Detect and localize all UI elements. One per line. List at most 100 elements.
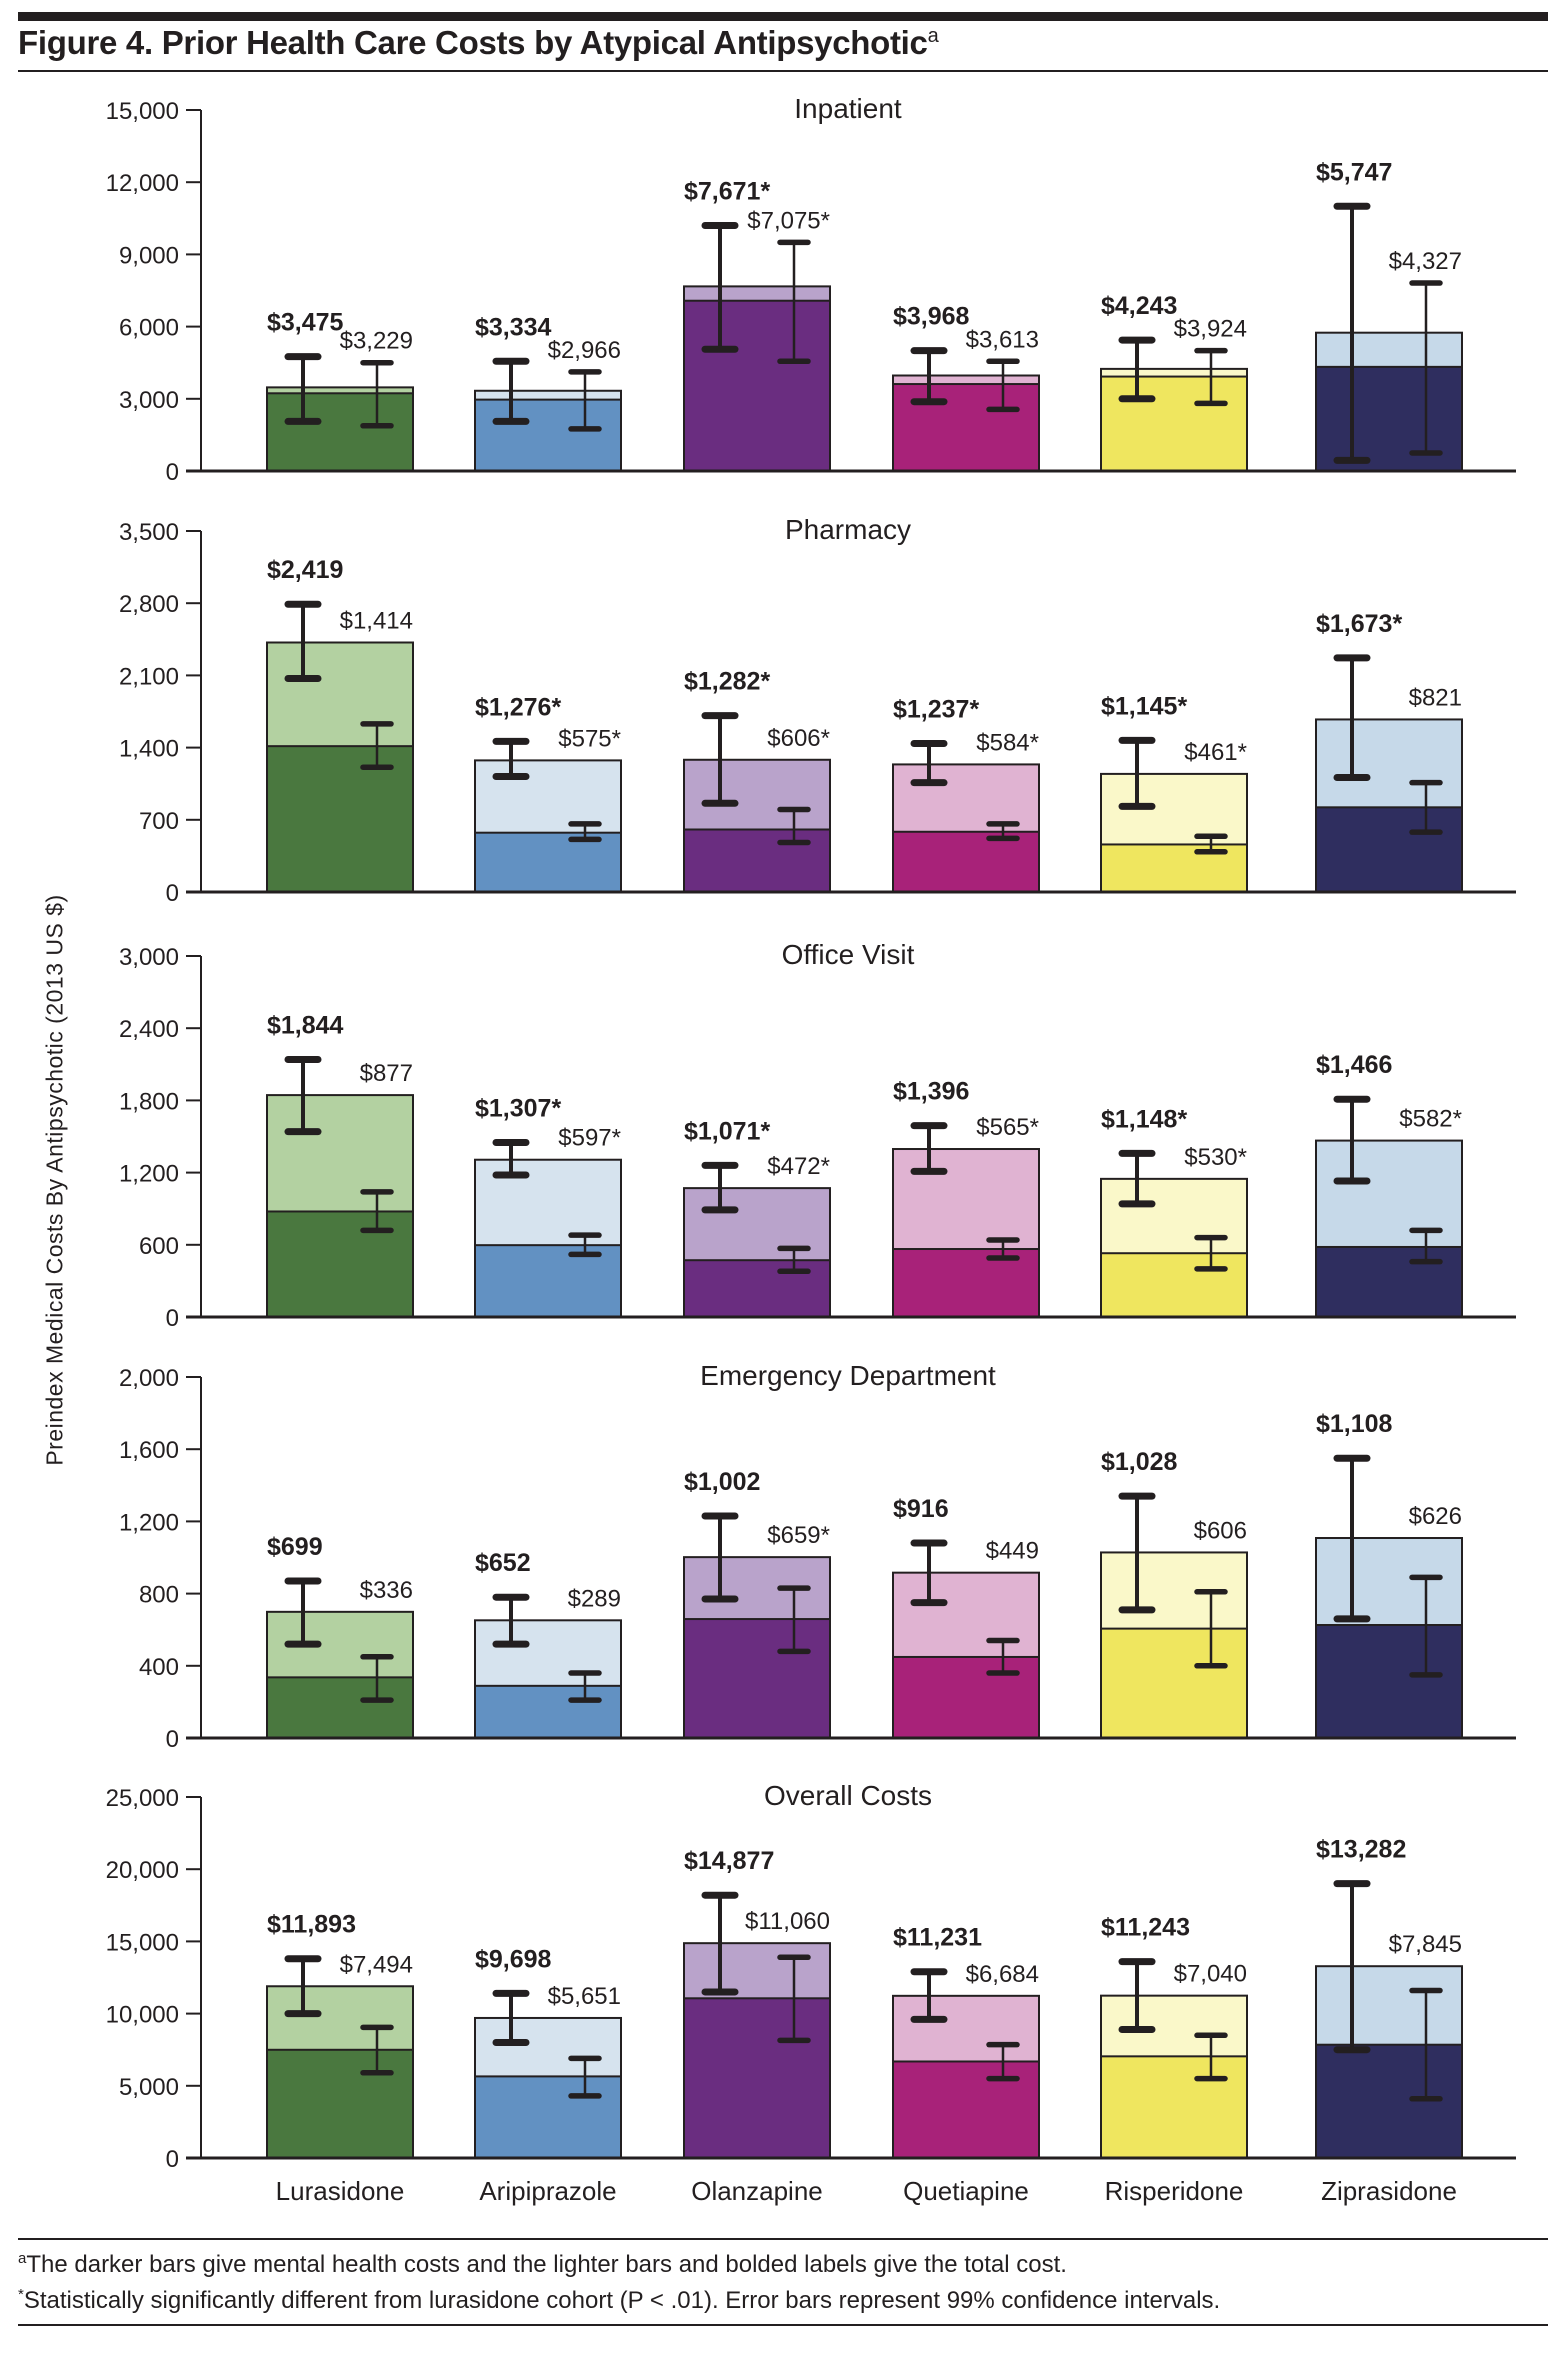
data-label-total-lurasidone: $699	[267, 1533, 323, 1561]
bar-mental-health-lurasidone	[266, 2048, 414, 2159]
y-tick-label-inpatient: 3,000	[119, 387, 179, 414]
y-tick-label-inpatient: 12,000	[106, 170, 179, 197]
data-label-total-lurasidone: $2,419	[267, 556, 343, 584]
data-label-mental-health-lurasidone: $877	[360, 1060, 413, 1087]
data-label-mental-health-quetiapine: $584*	[976, 729, 1039, 756]
y-tick-label-overall-costs: 15,000	[106, 1929, 179, 1956]
y-tick-label-overall-costs: 10,000	[106, 2002, 179, 2029]
footnote-rule-bottom	[18, 2324, 1548, 2326]
data-label-total-quetiapine: $3,968	[893, 303, 970, 331]
x-tick-label-risperidone: Risperidone	[1105, 2176, 1244, 2206]
data-label-mental-health-ziprasidone: $4,327	[1389, 248, 1462, 275]
data-label-total-ziprasidone: $13,282	[1316, 1836, 1406, 1864]
y-tick-label-emergency-department: 1,600	[119, 1437, 179, 1464]
x-tick-label-olanzapine: Olanzapine	[691, 2176, 823, 2206]
y-tick-label-office-visit: 1,200	[119, 1161, 179, 1188]
data-label-mental-health-quetiapine: $3,613	[966, 326, 1039, 353]
panel-title-emergency-department: Emergency Department	[700, 1360, 996, 1391]
panel-title-pharmacy: Pharmacy	[785, 514, 911, 545]
data-label-mental-health-quetiapine: $565*	[976, 1114, 1039, 1141]
data-label-mental-health-aripiprazole: $2,966	[548, 337, 621, 364]
figure-title-text: Figure 4. Prior Health Care Costs by Aty…	[18, 24, 928, 61]
panel-title-inpatient: Inpatient	[794, 93, 902, 124]
data-label-total-quetiapine: $916	[893, 1495, 949, 1523]
data-label-mental-health-aripiprazole: $289	[568, 1585, 621, 1612]
bar-mental-health-ziprasidone	[1315, 1245, 1463, 1318]
footnote-asterisk-marker: *	[18, 2286, 24, 2303]
footnote-a-marker: a	[18, 2250, 27, 2267]
data-label-mental-health-olanzapine: $7,075*	[747, 207, 830, 234]
data-label-total-olanzapine: $1,071*	[684, 1117, 770, 1145]
bar-mental-health-lurasidone	[266, 745, 414, 893]
x-tick-label-lurasidone: Lurasidone	[276, 2176, 405, 2206]
panel-title-overall-costs: Overall Costs	[764, 1780, 932, 1811]
data-label-total-aripiprazole: $3,334	[475, 313, 552, 341]
bar-mental-health-risperidone	[1100, 375, 1248, 473]
data-label-total-ziprasidone: $1,673*	[1316, 610, 1402, 638]
footnote-asterisk: *Statistically significantly different f…	[18, 2286, 1220, 2315]
y-tick-label-overall-costs: 5,000	[119, 2074, 179, 2101]
data-label-total-quetiapine: $1,396	[893, 1078, 969, 1106]
bar-mental-health-lurasidone	[266, 1210, 414, 1318]
bar-mental-health-olanzapine	[683, 1997, 831, 2159]
title-rule	[18, 70, 1548, 72]
data-label-mental-health-risperidone: $606	[1194, 1517, 1247, 1544]
y-tick-label-pharmacy: 2,100	[119, 663, 179, 690]
data-label-total-aripiprazole: $1,307*	[475, 1095, 561, 1123]
data-label-mental-health-risperidone: $3,924	[1174, 316, 1247, 343]
data-label-total-lurasidone: $3,475	[267, 309, 344, 337]
data-label-total-ziprasidone: $5,747	[1316, 158, 1392, 186]
data-label-total-ziprasidone: $1,466	[1316, 1051, 1392, 1079]
data-label-total-lurasidone: $1,844	[267, 1011, 344, 1039]
y-tick-label-emergency-department: 0	[166, 1726, 179, 1753]
data-label-mental-health-olanzapine: $11,060	[745, 1908, 830, 1935]
y-tick-label-emergency-department: 400	[139, 1654, 179, 1681]
bar-mental-health-olanzapine	[683, 1618, 831, 1740]
y-tick-label-inpatient: 15,000	[106, 98, 179, 125]
bar-mental-health-aripiprazole	[474, 398, 622, 472]
bar-mental-health-lurasidone	[266, 1676, 414, 1740]
y-tick-label-overall-costs: 0	[166, 2146, 179, 2173]
data-label-total-olanzapine: $1,002	[684, 1468, 760, 1496]
bar-mental-health-aripiprazole	[474, 1684, 622, 1739]
data-label-total-olanzapine: $14,877	[684, 1847, 774, 1875]
data-label-total-olanzapine: $1,282*	[684, 668, 770, 696]
x-tick-label-quetiapine: Quetiapine	[903, 2176, 1029, 2206]
data-label-mental-health-olanzapine: $472*	[767, 1153, 830, 1180]
y-tick-label-inpatient: 6,000	[119, 315, 179, 342]
y-tick-label-overall-costs: 20,000	[106, 1857, 179, 1884]
x-tick-label-aripiprazole: Aripiprazole	[479, 2176, 616, 2206]
data-label-total-aripiprazole: $652	[475, 1549, 531, 1577]
data-label-mental-health-ziprasidone: $821	[1409, 684, 1462, 711]
y-tick-label-pharmacy: 1,400	[119, 736, 179, 763]
bar-mental-health-olanzapine	[683, 299, 831, 472]
y-tick-label-pharmacy: 0	[166, 880, 179, 907]
data-label-mental-health-ziprasidone: $582*	[1399, 1106, 1462, 1133]
data-label-mental-health-aripiprazole: $597*	[558, 1125, 621, 1152]
x-tick-label-ziprasidone: Ziprasidone	[1321, 2176, 1457, 2206]
bar-mental-health-risperidone	[1100, 1627, 1248, 1739]
y-tick-label-office-visit: 600	[139, 1233, 179, 1260]
bar-mental-health-quetiapine	[892, 830, 1040, 894]
data-label-total-quetiapine: $11,231	[893, 1924, 982, 1952]
top-rule	[18, 12, 1548, 21]
y-tick-label-emergency-department: 800	[139, 1582, 179, 1609]
bar-mental-health-ziprasidone	[1315, 1624, 1463, 1739]
figure-title: Figure 4. Prior Health Care Costs by Aty…	[18, 24, 939, 62]
data-label-total-quetiapine: $1,237*	[893, 695, 979, 723]
title-superscript: a	[927, 25, 939, 47]
data-label-mental-health-olanzapine: $659*	[767, 1522, 830, 1549]
panel-title-office-visit: Office Visit	[782, 939, 915, 970]
y-tick-label-office-visit: 0	[166, 1305, 179, 1332]
data-label-total-risperidone: $11,243	[1101, 1914, 1190, 1942]
data-label-mental-health-quetiapine: $6,684	[966, 1961, 1039, 1988]
footnote-rule-top	[18, 2238, 1548, 2240]
bar-mental-health-olanzapine	[683, 828, 831, 893]
data-label-mental-health-risperidone: $530*	[1184, 1144, 1247, 1171]
data-label-mental-health-aripiprazole: $5,651	[548, 1983, 621, 2010]
y-tick-label-pharmacy: 3,500	[119, 519, 179, 546]
data-label-mental-health-lurasidone: $3,229	[340, 328, 413, 355]
data-label-mental-health-ziprasidone: $7,845	[1389, 1931, 1462, 1958]
y-tick-label-emergency-department: 2,000	[119, 1365, 179, 1392]
y-tick-label-office-visit: 3,000	[119, 944, 179, 971]
